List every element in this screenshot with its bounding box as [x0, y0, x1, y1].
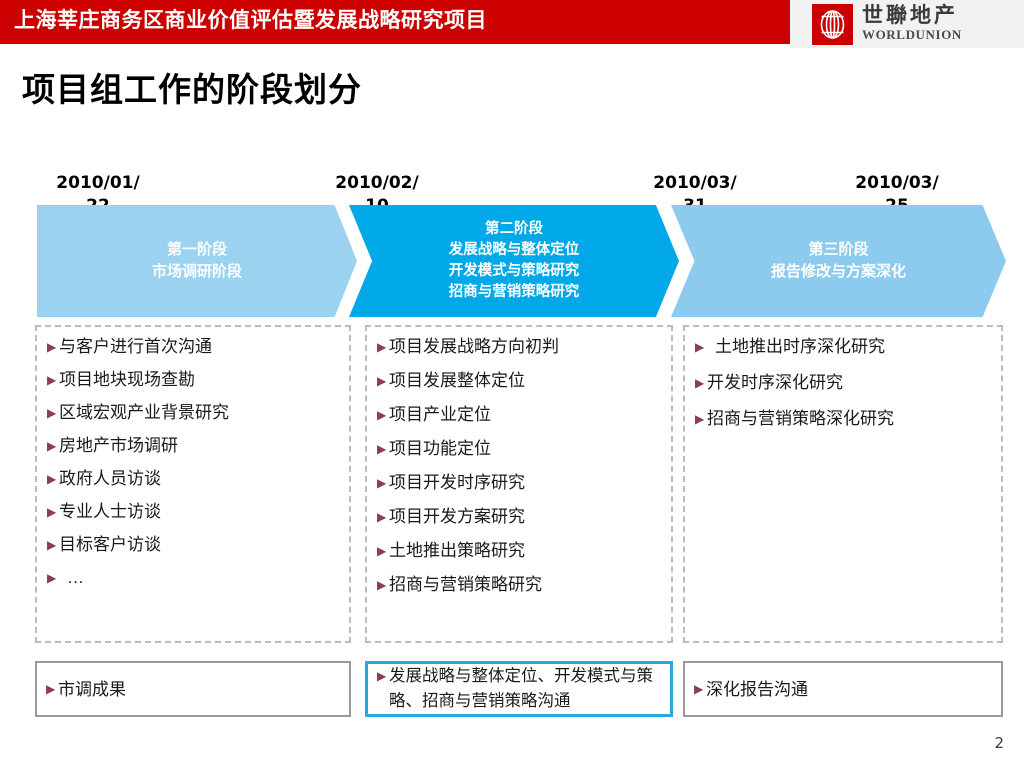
list-item: ▶ 项目开发时序研究 [377, 471, 665, 495]
bullet-triangle-icon: ▶ [377, 578, 387, 592]
bullet-triangle-icon: ▶ [47, 340, 57, 354]
outcome-inner: ▶ 市调成果 [46, 677, 126, 702]
list-item: ▶ 项目地块现场查勘 [47, 368, 343, 392]
phase-3-line-2: 报告修改与方案深化 [770, 263, 906, 280]
list-item: ▶ 目标客户访谈 [47, 533, 343, 557]
phase-banner-2-labels: 第二阶段 发展战略与整体定位 开发模式与策略研究 招商与营销策略研究 [349, 205, 679, 317]
page-number: 2 [994, 734, 1004, 752]
bullet-triangle-icon: ▶ [377, 510, 387, 524]
list-item-label: 项目地块现场查勘 [59, 370, 195, 389]
phase-banner-1-labels: 第一阶段 市场调研阶段 [37, 205, 357, 317]
bullet-triangle-icon: ▶ [47, 472, 57, 486]
bullet-triangle-icon: ▶ [377, 374, 387, 388]
phase-3-line-1: 第三阶段 [808, 241, 869, 258]
list-item-label: … [67, 568, 84, 587]
phase-2-line-4: 招商与营销策略研究 [448, 284, 580, 300]
outcome-label: 发展战略与整体定位、开发模式与策略、招商与营销策略沟通 [389, 667, 653, 710]
phase-chevron-row: 第一阶段 市场调研阶段 第二阶段 发展战略与整体定位 开发模式与策略研究 招商与… [0, 205, 1024, 317]
phase-1-line-2: 市场调研阶段 [151, 263, 242, 280]
list-item-label: 专业人士访谈 [59, 502, 161, 521]
list-item-label: 招商与营销策略深化研究 [707, 409, 894, 428]
phase-banner-1-shape [37, 205, 357, 317]
bullet-triangle-icon: ▶ [694, 681, 704, 696]
phase-banner-3-shape [671, 205, 1006, 317]
bullet-triangle-icon: ▶ [377, 340, 387, 354]
list-item-label: 项目功能定位 [389, 439, 491, 458]
outcome-box-phase-2: ▶ 发展战略与整体定位、开发模式与策略、招商与营销策略沟通 [365, 661, 673, 717]
phase-banner-3: 第三阶段 报告修改与方案深化 [671, 205, 1006, 317]
list-item: ▶ 与客户进行首次沟通 [47, 335, 343, 359]
list-item-label: 项目发展战略方向初判 [389, 337, 559, 356]
phase-1-task-list: ▶ 与客户进行首次沟通 ▶ 项目地块现场查勘 ▶ 区域宏观产业背景研究 ▶ 房地产市场调… [35, 325, 351, 643]
phase-3-task-list: ▶ 土地推出时序深化研究 ▶ 开发时序深化研究 ▶ 招商与营销策略深化研究 [683, 325, 1003, 643]
phase-banner-2: 第二阶段 发展战略与整体定位 开发模式与策略研究 招商与营销策略研究 [349, 205, 679, 317]
outcome-box-phase-3: ▶ 深化报告沟通 [683, 661, 1003, 717]
list-item: ▶ 招商与营销策略深化研究 [695, 407, 995, 431]
phase-1-line-1: 第一阶段 [166, 241, 227, 258]
phase-2-line-2: 发展战略与整体定位 [448, 242, 580, 258]
list-item: ▶ 专业人士访谈 [47, 500, 343, 524]
list-item-label: 区域宏观产业背景研究 [59, 403, 229, 422]
list-item-label: 项目开发时序研究 [389, 473, 525, 492]
bullet-triangle-icon: ▶ [46, 681, 56, 696]
list-item: ▶ 项目产业定位 [377, 403, 665, 427]
list-item-label: 土地推出时序深化研究 [715, 337, 885, 356]
list-item: ▶ 开发时序深化研究 [695, 371, 995, 395]
bullet-triangle-icon: ▶ [47, 505, 57, 519]
list-item-label: 政府人员访谈 [59, 469, 161, 488]
bullet-triangle-icon: ▶ [47, 373, 57, 387]
bullet-triangle-icon: ▶ [377, 476, 387, 490]
header-bar: 上海莘庄商务区商业价值评估暨发展战略研究项目 世聯地产 WORLDUNION [0, 0, 1024, 48]
outcome-label: 市调成果 [58, 679, 126, 699]
bullet-triangle-icon: ▶ [377, 669, 387, 683]
phase-2-line-3: 开发模式与策略研究 [448, 263, 580, 279]
list-item: ▶ 区域宏观产业背景研究 [47, 401, 343, 425]
company-logo: 世聯地产 WORLDUNION [790, 0, 1024, 48]
list-item-label: 土地推出策略研究 [389, 541, 525, 560]
phase-banner-3-labels: 第三阶段 报告修改与方案深化 [671, 205, 1006, 317]
list-item-label: 开发时序深化研究 [707, 373, 843, 392]
list-item-label: 房地产市场调研 [59, 436, 178, 455]
list-item: ▶ 房地产市场调研 [47, 434, 343, 458]
list-item: ▶ 项目开发方案研究 [377, 505, 665, 529]
list-item-label: 招商与营销策略研究 [389, 575, 542, 594]
phase-banner-1: 第一阶段 市场调研阶段 [37, 205, 357, 317]
bullet-triangle-icon: ▶ [695, 412, 705, 426]
list-item: ▶… [47, 566, 343, 590]
bullet-triangle-icon: ▶ [47, 406, 57, 420]
bullet-triangle-icon: ▶ [377, 442, 387, 456]
outcome-inner: ▶ 深化报告沟通 [694, 677, 808, 702]
worldunion-logo-icon [812, 4, 853, 45]
logo-english-name: WORLDUNION [862, 27, 962, 42]
bullet-triangle-icon: ▶ [695, 340, 705, 354]
list-item: ▶ 项目发展战略方向初判 [377, 335, 665, 359]
list-item-label: 目标客户访谈 [59, 535, 161, 554]
list-item: ▶ 土地推出策略研究 [377, 539, 665, 563]
phase-banner-2-shape [349, 205, 679, 317]
bullet-triangle-icon: ▶ [47, 571, 57, 585]
list-item-label: 项目发展整体定位 [389, 371, 525, 390]
header-red-banner: 上海莘庄商务区商业价值评估暨发展战略研究项目 [0, 0, 790, 44]
bullet-triangle-icon: ▶ [377, 408, 387, 422]
outcome-inner: ▶ 发展战略与整体定位、开发模式与策略、招商与营销策略沟通 [377, 664, 659, 714]
list-item: ▶ 土地推出时序深化研究 [695, 335, 995, 359]
phase-2-line-1: 第二阶段 [485, 221, 543, 237]
logo-chinese-name: 世聯地产 [862, 3, 958, 27]
bullet-triangle-icon: ▶ [47, 538, 57, 552]
list-item: ▶ 招商与营销策略研究 [377, 573, 665, 597]
list-item-label: 项目产业定位 [389, 405, 491, 424]
list-item: ▶ 项目功能定位 [377, 437, 665, 461]
project-banner-title: 上海莘庄商务区商业价值评估暨发展战略研究项目 [14, 9, 487, 32]
bullet-triangle-icon: ▶ [377, 544, 387, 558]
bullet-triangle-icon: ▶ [47, 439, 57, 453]
list-item-label: 与客户进行首次沟通 [59, 337, 212, 356]
list-item: ▶ 政府人员访谈 [47, 467, 343, 491]
phase-2-task-list: ▶ 项目发展战略方向初判 ▶ 项目发展整体定位 ▶ 项目产业定位 ▶ 项目功能定位 ▶ 项… [365, 325, 673, 643]
list-item: ▶ 项目发展整体定位 [377, 369, 665, 393]
page-title: 项目组工作的阶段划分 [22, 71, 362, 108]
list-item-label: 项目开发方案研究 [389, 507, 525, 526]
outcome-label: 深化报告沟通 [706, 679, 808, 699]
outcome-box-phase-1: ▶ 市调成果 [35, 661, 351, 717]
bullet-triangle-icon: ▶ [695, 376, 705, 390]
